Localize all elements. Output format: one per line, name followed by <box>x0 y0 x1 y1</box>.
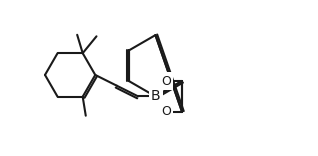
Text: O: O <box>161 75 171 88</box>
Text: O: O <box>161 105 171 118</box>
Text: B: B <box>151 89 161 103</box>
